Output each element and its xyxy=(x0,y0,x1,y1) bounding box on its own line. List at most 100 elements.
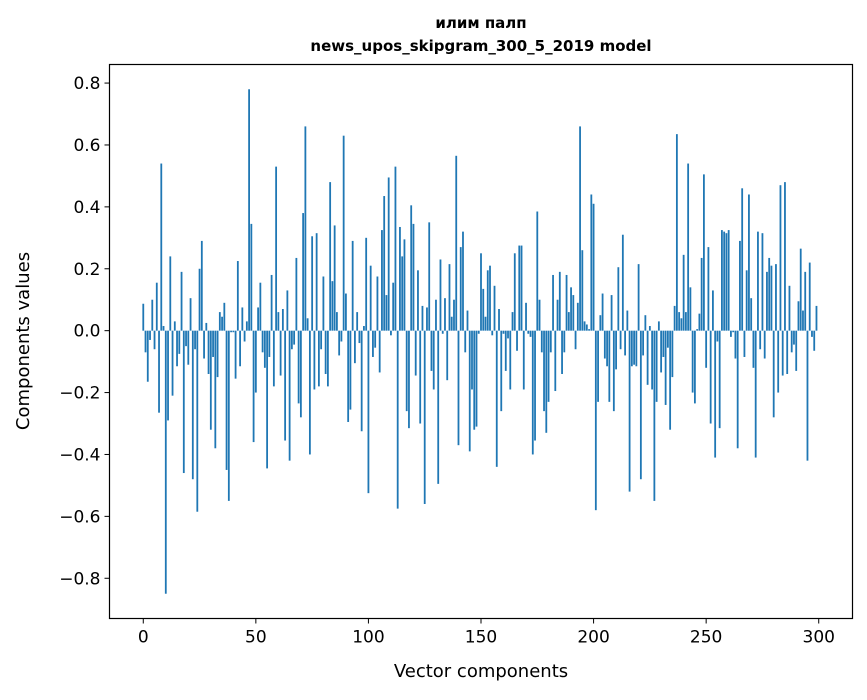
bar-280 xyxy=(772,330,775,418)
bar-164 xyxy=(511,312,514,331)
bar-247 xyxy=(698,313,701,331)
bar-173 xyxy=(531,330,534,455)
bar-24 xyxy=(196,330,199,512)
bar-255 xyxy=(716,330,719,342)
bar-63 xyxy=(284,330,287,441)
bar-256 xyxy=(718,330,721,429)
bar-139 xyxy=(455,155,458,331)
bar-1 xyxy=(144,330,147,353)
bar-117 xyxy=(405,330,408,412)
bar-172 xyxy=(529,330,532,337)
y-tick-label: 0.6 xyxy=(73,136,100,156)
bar-211 xyxy=(617,267,620,331)
bar-83 xyxy=(329,182,332,331)
x-tick-label: 100 xyxy=(352,628,384,648)
bar-223 xyxy=(644,315,647,331)
bar-144 xyxy=(466,310,469,331)
bar-98 xyxy=(363,326,365,331)
bar-141 xyxy=(459,247,462,331)
bar-2 xyxy=(146,330,149,382)
bar-13 xyxy=(171,330,174,396)
bar-200 xyxy=(592,203,595,331)
bar-5 xyxy=(153,330,156,350)
bar-145 xyxy=(468,330,471,452)
bar-70 xyxy=(299,330,302,418)
bar-110 xyxy=(390,330,392,336)
bar-235 xyxy=(671,330,674,378)
bar-189 xyxy=(567,312,570,331)
bar-192 xyxy=(574,330,577,350)
bar-250 xyxy=(705,330,708,368)
bar-147 xyxy=(473,330,476,430)
bar-73 xyxy=(306,318,309,331)
bar-282 xyxy=(777,330,780,393)
bar-7 xyxy=(158,330,160,413)
bar-198 xyxy=(588,329,590,331)
y-axis-label: Components values xyxy=(13,252,34,430)
bar-118 xyxy=(408,330,410,429)
bar-75 xyxy=(311,236,314,331)
bar-51 xyxy=(257,307,260,331)
bar-292 xyxy=(799,248,802,331)
bar-266 xyxy=(741,188,744,331)
bar-155 xyxy=(491,330,494,336)
bar-74 xyxy=(308,330,311,455)
bar-152 xyxy=(484,316,487,331)
bar-295 xyxy=(806,330,809,461)
bar-106 xyxy=(381,230,383,331)
bar-58 xyxy=(272,330,275,387)
bar-279 xyxy=(770,265,773,331)
y-tick-label: −0.4 xyxy=(59,445,100,465)
bar-180 xyxy=(547,330,550,402)
bar-99 xyxy=(365,237,368,331)
bar-116 xyxy=(403,239,406,331)
y-tick-label: −0.6 xyxy=(59,507,100,527)
bar-261 xyxy=(730,330,732,337)
bar-19 xyxy=(185,330,187,347)
bar-20 xyxy=(187,330,190,365)
bar-286 xyxy=(786,330,789,374)
bar-207 xyxy=(608,330,611,402)
bar-27 xyxy=(203,330,205,359)
bar-227 xyxy=(653,330,656,501)
bar-253 xyxy=(712,290,714,331)
bar-218 xyxy=(633,330,636,365)
bar-3 xyxy=(149,330,151,340)
bar-202 xyxy=(597,330,599,402)
bar-236 xyxy=(673,305,676,331)
bar-10 xyxy=(164,330,167,594)
bar-237 xyxy=(675,134,678,331)
bar-178 xyxy=(543,330,545,412)
bar-284 xyxy=(781,330,784,376)
y-tick-label: −0.8 xyxy=(59,569,100,589)
bar-281 xyxy=(775,264,777,331)
bar-221 xyxy=(639,330,642,480)
bar-246 xyxy=(696,329,699,331)
bar-124 xyxy=(421,305,424,331)
bar-91 xyxy=(347,330,350,422)
bar-298 xyxy=(813,330,816,351)
x-tick-label: 150 xyxy=(465,628,497,648)
bar-146 xyxy=(471,330,473,390)
y-tick-label: 0.0 xyxy=(73,322,100,342)
bar-107 xyxy=(383,196,386,331)
bar-233 xyxy=(666,330,669,348)
bar-272 xyxy=(754,330,757,458)
bar-219 xyxy=(635,330,638,367)
bar-121 xyxy=(414,330,417,376)
bar-151 xyxy=(482,288,485,331)
bar-289 xyxy=(793,330,795,345)
bar-42 xyxy=(236,261,239,331)
bar-239 xyxy=(680,318,683,331)
bar-297 xyxy=(811,330,813,337)
bar-208 xyxy=(610,295,613,331)
bar-177 xyxy=(540,330,543,353)
bar-48 xyxy=(250,223,253,331)
bar-260 xyxy=(727,230,730,331)
bar-217 xyxy=(630,330,633,367)
bar-105 xyxy=(378,330,381,373)
bar-32 xyxy=(214,330,217,449)
bar-86 xyxy=(336,312,338,331)
bar-129 xyxy=(432,330,435,390)
bar-64 xyxy=(286,290,289,331)
